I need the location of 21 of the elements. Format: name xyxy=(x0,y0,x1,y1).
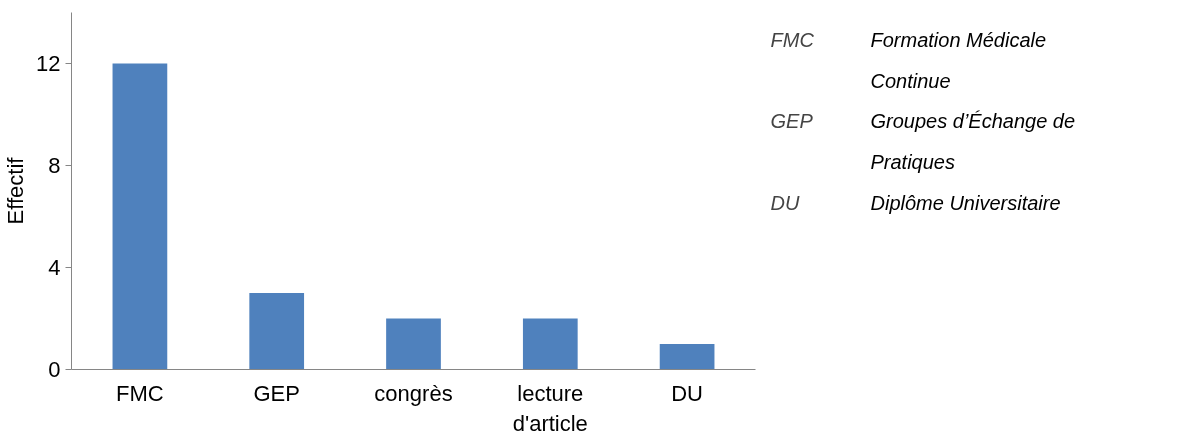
bar xyxy=(386,318,441,370)
bar xyxy=(659,344,715,370)
y-tick-label: 4 xyxy=(48,255,61,280)
bar xyxy=(249,293,305,370)
text: Groupes d’Échange de Pratiques xyxy=(870,110,1076,174)
bar xyxy=(522,318,578,370)
text: Diplôme Universitaire xyxy=(870,191,1061,214)
text: DU xyxy=(770,191,800,214)
text: FMC xyxy=(770,28,815,51)
text: GEP xyxy=(770,110,814,133)
text: Formation Médicale Continue xyxy=(870,28,1047,92)
y-axis-title: Effectif xyxy=(3,156,29,225)
x-tick-label: lecture d'article xyxy=(512,380,588,436)
x-tick-label: congrès xyxy=(374,380,453,406)
bar xyxy=(112,63,168,370)
y-tick-label: 8 xyxy=(48,153,61,178)
y-tick-label: 12 xyxy=(36,51,61,76)
x-tick-label: GEP xyxy=(253,380,300,406)
x-tick-label: DU xyxy=(671,380,703,406)
x-tick-label: FMC xyxy=(116,380,164,406)
y-tick-label: 0 xyxy=(48,357,61,382)
